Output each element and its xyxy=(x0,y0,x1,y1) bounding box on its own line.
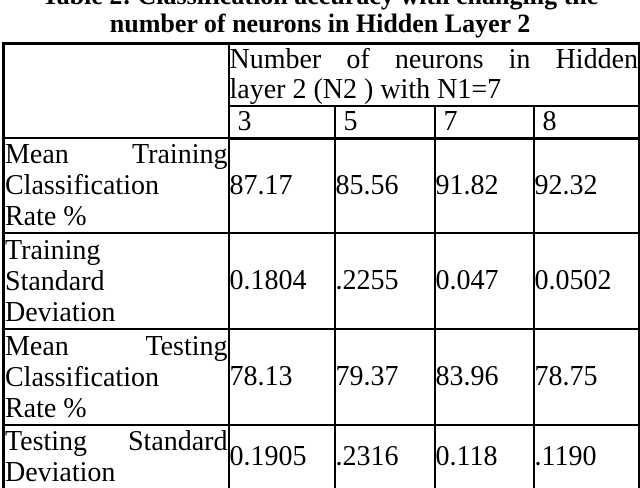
caption-line-1: Table 2: Classification accuracy with ch… xyxy=(0,0,640,10)
value-cell: 0.047 xyxy=(433,232,535,330)
table-row-mean-training: Mean Training Classification Rate % 87.1… xyxy=(2,137,640,234)
value-cell: 0.118 xyxy=(433,424,535,488)
value-cell: 92.32 xyxy=(532,137,640,234)
row-label: Mean Training Classification Rate % xyxy=(2,137,230,234)
column-header-n2-3: 3 xyxy=(227,105,336,140)
value-cell: 85.56 xyxy=(333,137,436,234)
value-cell: 78.75 xyxy=(532,328,640,426)
table-row-mean-testing: Mean Testing Classification Rate % 78.13… xyxy=(2,328,640,426)
results-table: Number of neurons in Hidden layer 2 (N2 … xyxy=(2,42,640,488)
column-header-n2-5: 5 xyxy=(333,105,436,140)
value-cell: 87.17 xyxy=(227,137,336,234)
value-cell: .2316 xyxy=(333,424,436,488)
corner-cell xyxy=(2,42,230,139)
value-cell: 0.1905 xyxy=(227,424,336,488)
column-group-header: Number of neurons in Hidden layer 2 (N2 … xyxy=(227,42,640,107)
table-caption: Table 2: Classification accuracy with ch… xyxy=(0,0,640,38)
value-cell: 83.96 xyxy=(433,328,535,426)
row-label: Testing Standard Deviation xyxy=(2,424,230,488)
column-header-n2-7: 7 xyxy=(433,105,535,140)
header-row-columns: 3 5 7 8 xyxy=(4,105,640,140)
caption-line-2: number of neurons in Hidden Layer 2 xyxy=(109,9,531,38)
column-header-n2-8: 8 xyxy=(532,105,640,140)
value-cell: 0.0502 xyxy=(532,232,640,330)
value-cell: .1190 xyxy=(532,424,640,488)
value-cell: .2255 xyxy=(333,232,436,330)
value-cell: 78.13 xyxy=(227,328,336,426)
value-cell: 79.37 xyxy=(333,328,436,426)
row-label: Training Standard Deviation xyxy=(2,232,230,330)
value-cell: 0.1804 xyxy=(227,232,336,330)
row-label: Mean Testing Classification Rate % xyxy=(2,328,230,426)
header-row-group: Number of neurons in Hidden layer 2 (N2 … xyxy=(2,42,640,139)
table-row-training-std: Training Standard Deviation 0.1804 .2255… xyxy=(2,232,640,330)
value-cell: 91.82 xyxy=(433,137,535,234)
table-row-testing-std: Testing Standard Deviation 0.1905 .2316 … xyxy=(2,424,640,488)
